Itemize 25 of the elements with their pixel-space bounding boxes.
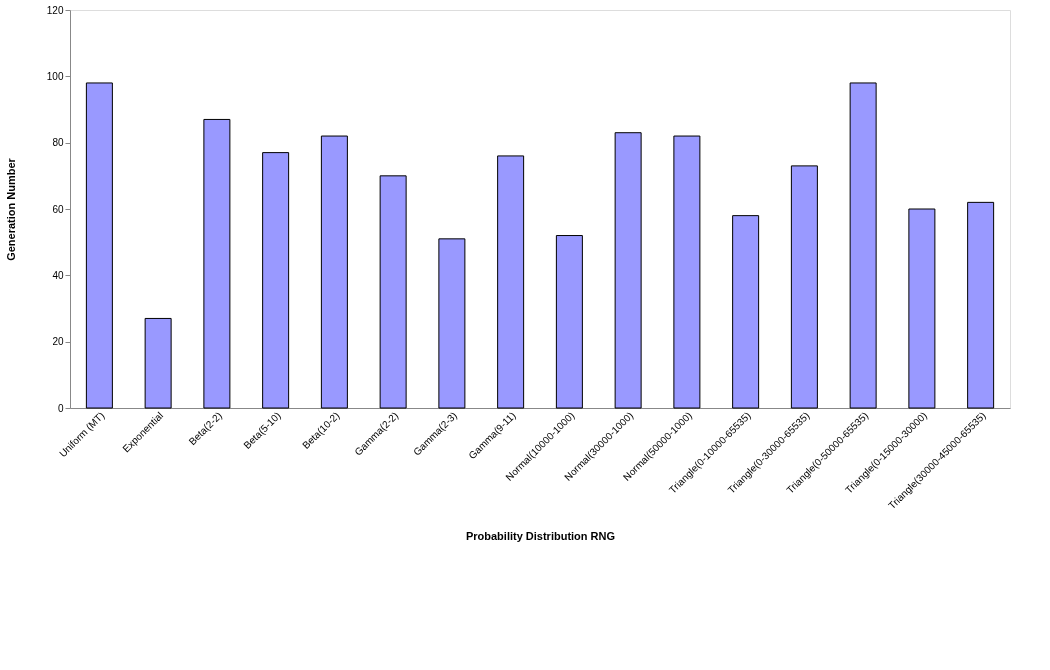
bar — [379, 175, 407, 409]
y-axis-title: Generation Number — [4, 157, 17, 261]
bar — [908, 208, 936, 409]
bar — [790, 165, 818, 409]
x-axis-title: Probability Distribution RNG — [465, 530, 616, 543]
bar — [144, 317, 172, 409]
y-tick-label: 20 — [52, 336, 64, 348]
y-tick-label: 0 — [57, 402, 64, 414]
y-tick-label: 100 — [46, 70, 64, 82]
bar — [262, 152, 290, 409]
y-tick-label: 80 — [52, 137, 64, 149]
bar — [614, 132, 642, 409]
y-tick-label: 40 — [52, 269, 64, 281]
bar — [732, 215, 760, 409]
bar — [555, 235, 583, 409]
bar — [673, 135, 701, 409]
y-tick-label: 60 — [52, 203, 64, 215]
bar — [320, 135, 348, 409]
y-tick-label: 120 — [46, 4, 64, 16]
bar — [967, 201, 995, 409]
bar — [849, 82, 877, 409]
bar — [85, 82, 113, 409]
bar — [438, 238, 466, 409]
bar — [497, 155, 525, 409]
bar — [203, 118, 231, 409]
